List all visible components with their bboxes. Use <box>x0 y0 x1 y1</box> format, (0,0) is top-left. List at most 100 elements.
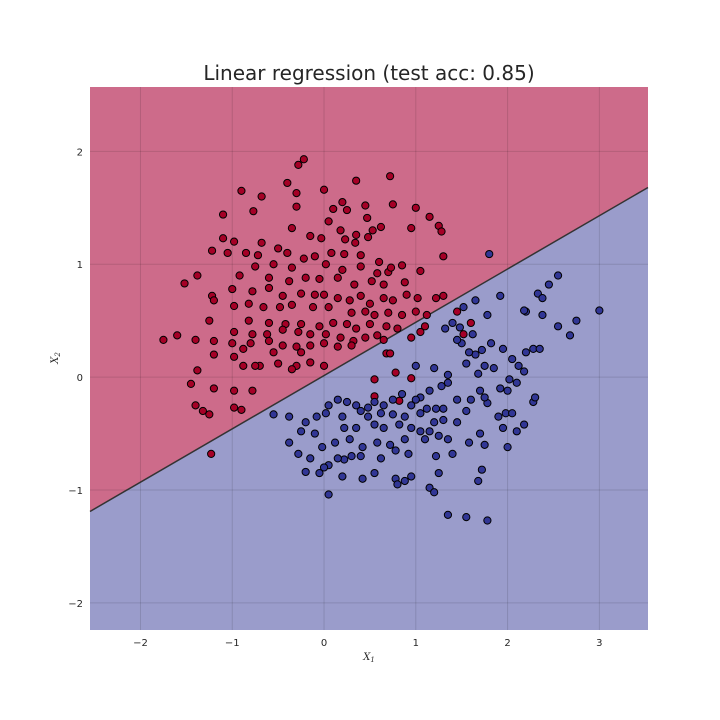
data-point <box>459 303 468 312</box>
data-point <box>411 395 420 404</box>
data-point <box>373 438 382 447</box>
data-point <box>308 303 318 312</box>
data-point <box>207 246 217 255</box>
data-point <box>505 375 514 384</box>
data-point <box>361 201 370 210</box>
y-axis-ticks: −2 −1 0 1 2 <box>68 147 83 610</box>
data-point <box>466 395 475 404</box>
data-point <box>223 248 232 258</box>
data-point <box>475 386 485 395</box>
data-point <box>285 438 294 447</box>
x-tick-label: 0 <box>321 638 327 649</box>
data-point <box>443 510 453 519</box>
data-point <box>336 226 345 235</box>
data-point <box>395 420 404 429</box>
x-axis-ticks: −2 −1 0 1 2 3 <box>133 638 602 649</box>
data-point <box>330 438 340 447</box>
data-point <box>425 212 434 221</box>
y-axis-label: X2 <box>50 352 62 365</box>
data-point <box>285 412 294 421</box>
data-point <box>503 443 512 452</box>
data-point <box>269 260 278 269</box>
data-point <box>275 303 285 312</box>
data-point <box>512 378 521 387</box>
data-point <box>498 344 508 354</box>
data-point <box>434 468 443 478</box>
data-point <box>338 472 347 481</box>
data-point <box>400 435 409 444</box>
data-points <box>159 155 604 525</box>
data-point <box>315 468 324 478</box>
data-point <box>439 404 448 413</box>
y-tick-label: 2 <box>77 147 83 158</box>
data-point <box>521 348 531 357</box>
data-point <box>294 160 303 169</box>
data-point <box>367 277 376 286</box>
data-point <box>373 331 382 340</box>
data-point <box>468 330 477 339</box>
data-point <box>296 427 306 436</box>
data-point <box>264 336 274 346</box>
data-point <box>209 296 218 305</box>
data-point <box>306 358 315 367</box>
data-point <box>345 296 354 305</box>
data-point <box>352 230 361 239</box>
data-point <box>425 386 434 395</box>
data-point <box>356 291 365 300</box>
data-point <box>274 244 283 253</box>
data-point <box>400 412 409 421</box>
data-point <box>228 339 237 348</box>
data-point <box>259 303 268 312</box>
data-point <box>462 513 471 522</box>
data-point <box>520 420 529 429</box>
data-point <box>338 198 347 207</box>
x-tick-label: 1 <box>413 638 419 649</box>
data-point <box>486 339 496 348</box>
data-point <box>264 283 274 293</box>
data-point <box>186 379 196 389</box>
data-point <box>345 435 354 444</box>
data-point <box>244 316 253 325</box>
data-point <box>248 330 257 339</box>
data-point <box>180 279 189 288</box>
data-point <box>287 365 297 374</box>
data-point <box>565 331 575 340</box>
data-point <box>333 395 342 404</box>
data-point <box>388 296 397 305</box>
data-point <box>393 480 402 489</box>
data-point <box>466 318 475 328</box>
data-point <box>358 474 367 483</box>
data-point <box>494 412 503 421</box>
data-point <box>365 319 375 329</box>
data-point <box>477 345 486 355</box>
data-point <box>338 265 347 274</box>
data-point <box>471 296 480 305</box>
data-point <box>363 233 373 242</box>
data-point <box>285 277 294 286</box>
data-point <box>306 330 315 339</box>
data-point <box>193 366 202 375</box>
x-tick-label: 3 <box>596 638 602 649</box>
data-point <box>363 403 373 412</box>
chart-title: Linear regression (test acc: 0.85) <box>203 61 534 85</box>
data-point <box>496 384 505 393</box>
data-point <box>340 423 349 433</box>
data-point <box>299 155 308 164</box>
data-point <box>241 248 251 258</box>
data-point <box>391 368 400 377</box>
data-point <box>496 291 505 300</box>
data-point <box>274 359 283 368</box>
data-point <box>464 438 474 447</box>
x-tick-label: −1 <box>225 638 240 649</box>
data-point <box>340 249 349 259</box>
data-point <box>229 301 239 311</box>
data-point <box>319 290 329 299</box>
data-point <box>411 307 420 316</box>
plot-area <box>89 87 649 631</box>
data-point <box>191 401 200 410</box>
data-point <box>319 463 329 472</box>
data-point <box>287 300 297 309</box>
data-point <box>324 401 333 410</box>
data-point <box>218 210 228 219</box>
data-point <box>315 274 324 284</box>
